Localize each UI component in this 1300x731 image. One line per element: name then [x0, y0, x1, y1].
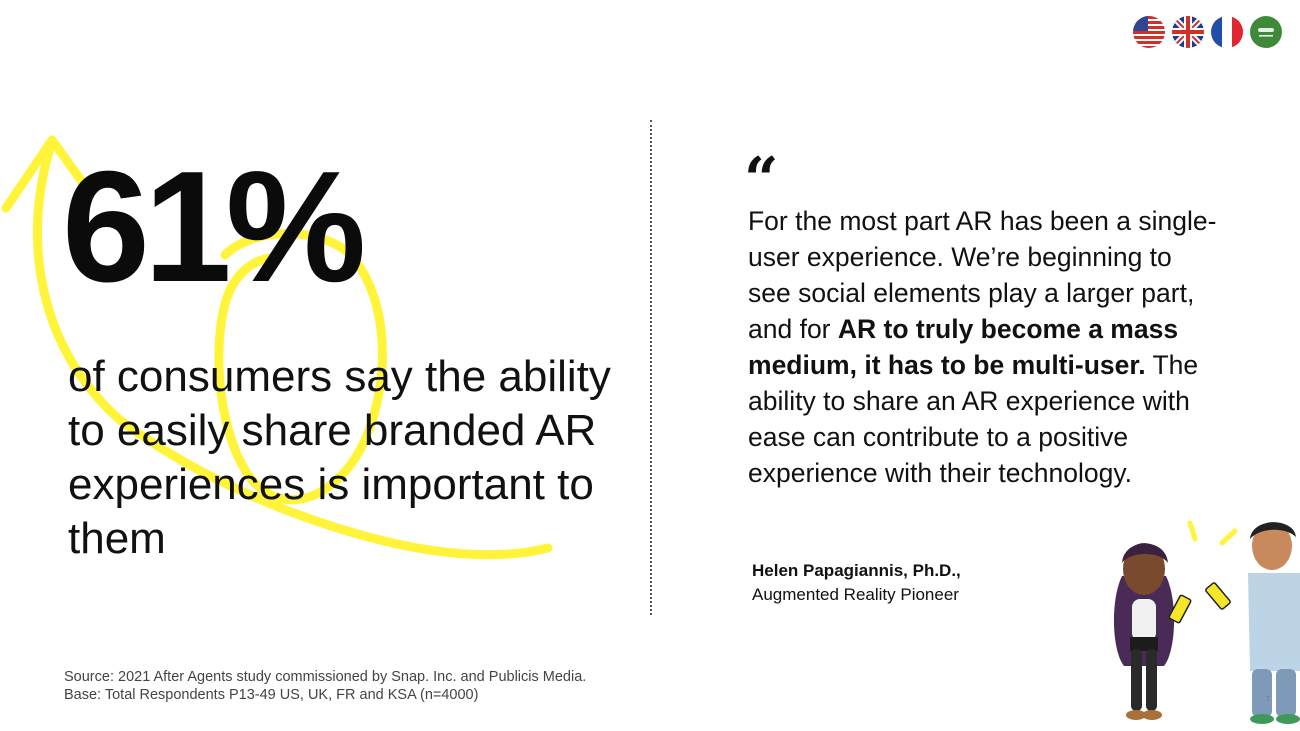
page-number: 7: [1266, 696, 1270, 703]
dotted-divider: [650, 120, 652, 615]
saudi-flag-icon[interactable]: [1250, 16, 1282, 48]
woman-avatar: [1113, 543, 1192, 720]
quote-text: For the most part AR has been a single-u…: [748, 203, 1218, 491]
quote-author-role: Augmented Reality Pioneer: [752, 585, 959, 604]
quote-mark-icon: “: [744, 145, 779, 215]
quote-author: Helen Papagiannis, Ph.D.,: [752, 561, 961, 580]
yellow-doodle-decoration: [1, 135, 553, 560]
man-avatar: [1205, 522, 1300, 724]
bitmoji-avatars-illustration: [1113, 520, 1300, 724]
us-flag-icon[interactable]: [1133, 16, 1165, 48]
base-line: Base: Total Respondents P13-49 US, UK, F…: [64, 687, 479, 703]
quote-text-part1: For the most part AR has been a single-u…: [748, 206, 1217, 344]
source-note: Source: 2021 After Agents study commissi…: [64, 668, 586, 704]
uk-flag-icon[interactable]: [1172, 16, 1204, 48]
stat-description: of consumers say the ability to easily s…: [68, 352, 611, 563]
quote-text-bold: AR to truly become a mass medium, it has…: [748, 314, 1179, 380]
language-flags: [1133, 16, 1282, 48]
france-flag-icon[interactable]: [1211, 16, 1243, 48]
stat-percentage: 61%: [62, 139, 366, 315]
source-line: Source: 2021 After Agents study commissi…: [64, 669, 587, 685]
quote-text-part2: The ability to share an AR experience wi…: [748, 350, 1199, 488]
